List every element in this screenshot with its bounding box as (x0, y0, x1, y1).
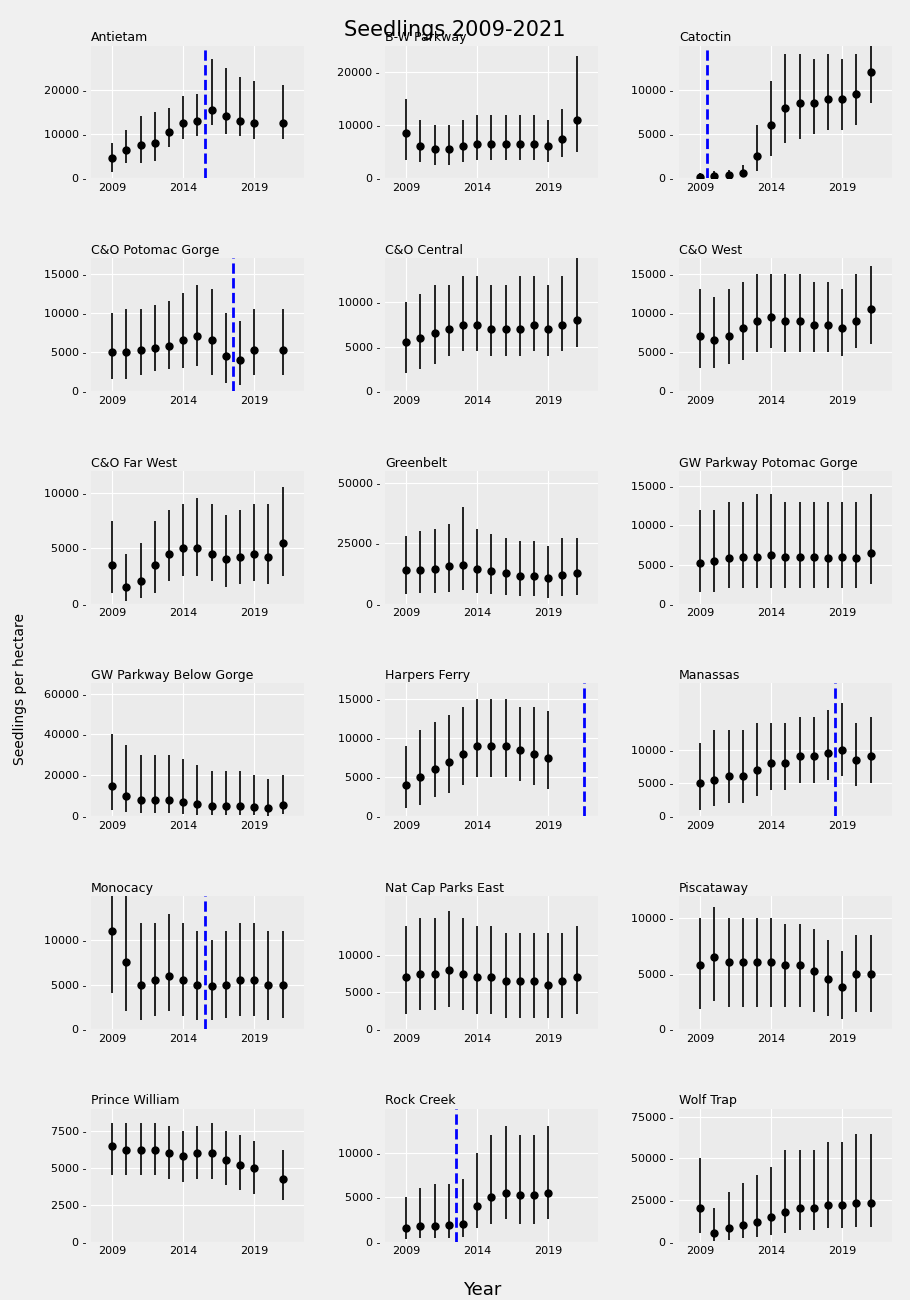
Text: Catoctin: Catoctin (679, 31, 731, 44)
Text: Seedlings 2009-2021: Seedlings 2009-2021 (344, 20, 566, 39)
Text: Monocacy: Monocacy (91, 881, 154, 894)
Text: Year: Year (463, 1280, 501, 1299)
Text: Prince William: Prince William (91, 1095, 179, 1108)
Text: Greenbelt: Greenbelt (385, 456, 447, 469)
Text: B-W Parkway: B-W Parkway (385, 31, 467, 44)
Text: Seedlings per hectare: Seedlings per hectare (13, 614, 27, 764)
Text: GW Parkway Potomac Gorge: GW Parkway Potomac Gorge (679, 456, 857, 469)
Text: Manassas: Manassas (679, 670, 740, 682)
Text: Rock Creek: Rock Creek (385, 1095, 455, 1108)
Text: C&O Far West: C&O Far West (91, 456, 177, 469)
Text: Antietam: Antietam (91, 31, 148, 44)
Text: C&O West: C&O West (679, 244, 742, 257)
Text: Harpers Ferry: Harpers Ferry (385, 670, 470, 682)
Text: Piscataway: Piscataway (679, 881, 749, 894)
Text: Nat Cap Parks East: Nat Cap Parks East (385, 881, 504, 894)
Text: Wolf Trap: Wolf Trap (679, 1095, 737, 1108)
Text: C&O Central: C&O Central (385, 244, 463, 257)
Text: C&O Potomac Gorge: C&O Potomac Gorge (91, 244, 219, 257)
Text: GW Parkway Below Gorge: GW Parkway Below Gorge (91, 670, 253, 682)
